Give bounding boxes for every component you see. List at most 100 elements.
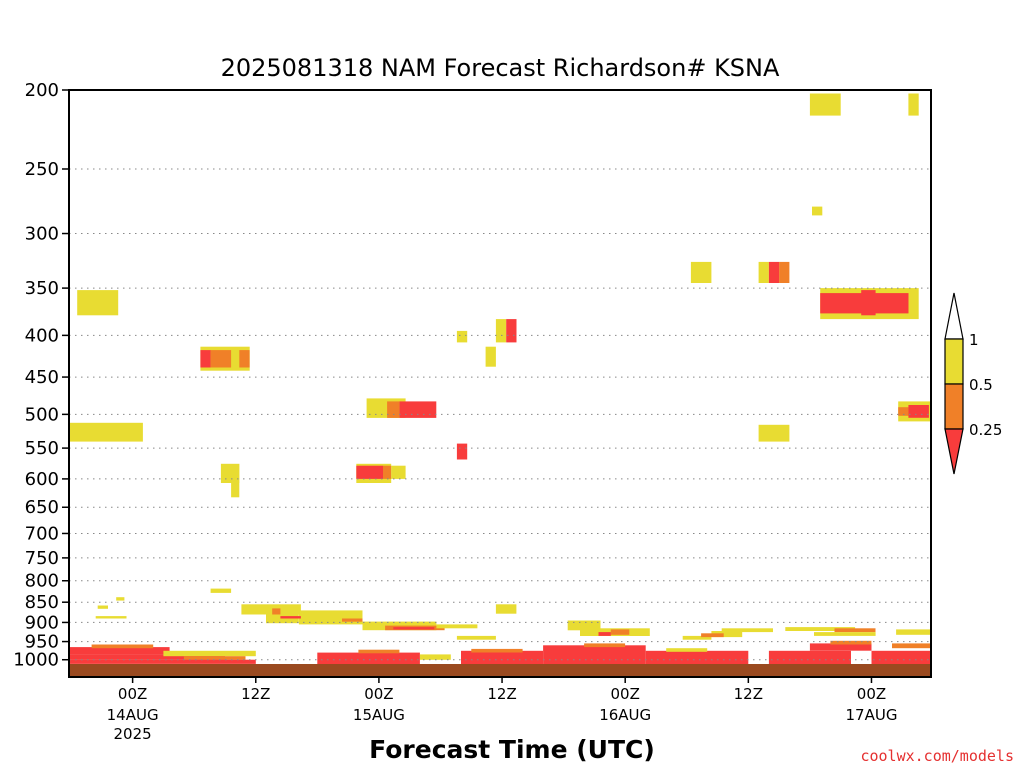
ri-cell	[358, 649, 400, 654]
ri-cell	[239, 350, 250, 368]
ri-cell	[809, 93, 841, 116]
ri-cell	[666, 648, 708, 652]
ri-cell	[220, 463, 240, 483]
ri-cell	[645, 650, 749, 664]
ri-cell	[682, 635, 712, 640]
y-tick-label: 600	[25, 469, 59, 490]
ri-cell	[163, 650, 256, 657]
x-tick-label: 12Z	[241, 685, 270, 703]
color-legend: 1 0.5 0.25	[944, 292, 1002, 475]
y-tick-label: 500	[25, 404, 59, 425]
y-tick-label: 400	[25, 325, 59, 346]
ri-cell	[861, 290, 876, 316]
x-tick-date: 15AUG	[353, 706, 405, 724]
ri-cell	[908, 405, 929, 418]
ri-cell	[69, 654, 225, 660]
y-tick-label: 450	[25, 367, 59, 388]
ri-cell	[814, 632, 876, 636]
ri-cell	[768, 261, 780, 283]
x-tick-date: 16AUG	[599, 706, 651, 724]
x-tick-date: 17AUG	[846, 706, 898, 724]
y-tick-label: 700	[25, 523, 59, 544]
x-axis-label: Forecast Time (UTC)	[369, 735, 655, 764]
x-tick-label: 00Z	[857, 685, 886, 703]
ri-cell	[183, 656, 246, 660]
ri-cell	[758, 261, 769, 283]
ri-cell	[266, 614, 299, 624]
legend-label: 1	[969, 331, 979, 349]
ri-cell	[210, 350, 232, 368]
ri-cell	[892, 643, 931, 649]
ri-cell	[495, 319, 507, 343]
ri-cell	[908, 93, 919, 116]
ri-cell	[456, 635, 496, 640]
x-tick-label: 00Z	[364, 685, 393, 703]
ri-cell	[898, 407, 909, 416]
y-tick-label: 850	[25, 592, 59, 613]
x-tick-label: 12Z	[487, 685, 516, 703]
ri-cell	[721, 628, 773, 633]
ri-cell	[97, 605, 108, 609]
ri-cell	[280, 616, 301, 619]
gridlines	[69, 168, 931, 661]
ri-cell	[456, 330, 468, 343]
ri-cell	[711, 631, 743, 638]
ri-cell	[241, 604, 301, 615]
ground-band	[69, 664, 931, 677]
ri-cell	[834, 628, 876, 633]
ri-cell	[116, 597, 125, 601]
ri-cell	[779, 261, 790, 283]
ri-cell	[567, 620, 601, 631]
ri-cell	[391, 465, 406, 479]
plot-frame	[68, 89, 932, 678]
credit-text[interactable]: coolwx.com/models	[860, 747, 1014, 765]
ri-cell	[200, 350, 211, 368]
ri-cell	[210, 588, 232, 593]
chart-title: 2025081318 NAM Forecast Richardson# KSNA	[221, 54, 780, 82]
ri-cell	[610, 629, 630, 635]
x-tick-label: 00Z	[118, 685, 147, 703]
ri-cell	[701, 633, 724, 638]
ri-cell	[461, 650, 544, 664]
y-tick-label: 300	[25, 224, 59, 245]
plot-area	[69, 93, 931, 664]
ri-cell	[785, 627, 856, 631]
y-tick-label: 650	[25, 497, 59, 518]
ri-cell	[436, 624, 478, 629]
ri-cell	[871, 650, 931, 664]
y-tick-label: 200	[25, 80, 59, 101]
y-tick-label: 1000	[13, 650, 59, 671]
ri-cell	[387, 401, 400, 418]
y-axis: 200 250 300 350 400 450 500 550 600 650 700 7508008…	[13, 80, 69, 671]
ri-cell	[69, 647, 170, 655]
y-tick-label: 900	[25, 612, 59, 633]
y-tick-label: 800	[25, 571, 59, 592]
legend-swatch-top	[944, 292, 964, 340]
y-tick-label: 750	[25, 548, 59, 569]
ri-cell	[598, 632, 611, 636]
ri-cell	[69, 659, 256, 664]
ri-cell	[471, 648, 523, 653]
ri-cell	[830, 640, 872, 645]
ri-cell	[317, 652, 420, 664]
y-tick-label: 950	[25, 632, 59, 653]
ri-cell	[485, 346, 496, 367]
ri-cell	[768, 650, 851, 664]
ri-cell	[456, 443, 468, 460]
ri-cell	[809, 643, 872, 651]
ground-fill	[69, 664, 931, 677]
ri-cell	[495, 604, 517, 614]
ri-cell	[399, 401, 437, 418]
x-tick-year: 2025	[114, 725, 152, 743]
legend-swatch	[944, 383, 964, 430]
ri-cell	[420, 654, 451, 660]
ri-cell	[896, 629, 931, 635]
legend-label: 0.5	[969, 376, 993, 394]
x-tick-date: 14AUG	[107, 706, 159, 724]
ri-cell	[95, 616, 127, 619]
ri-cell	[298, 610, 363, 625]
ri-cell	[506, 319, 517, 343]
ri-cell	[91, 644, 154, 649]
